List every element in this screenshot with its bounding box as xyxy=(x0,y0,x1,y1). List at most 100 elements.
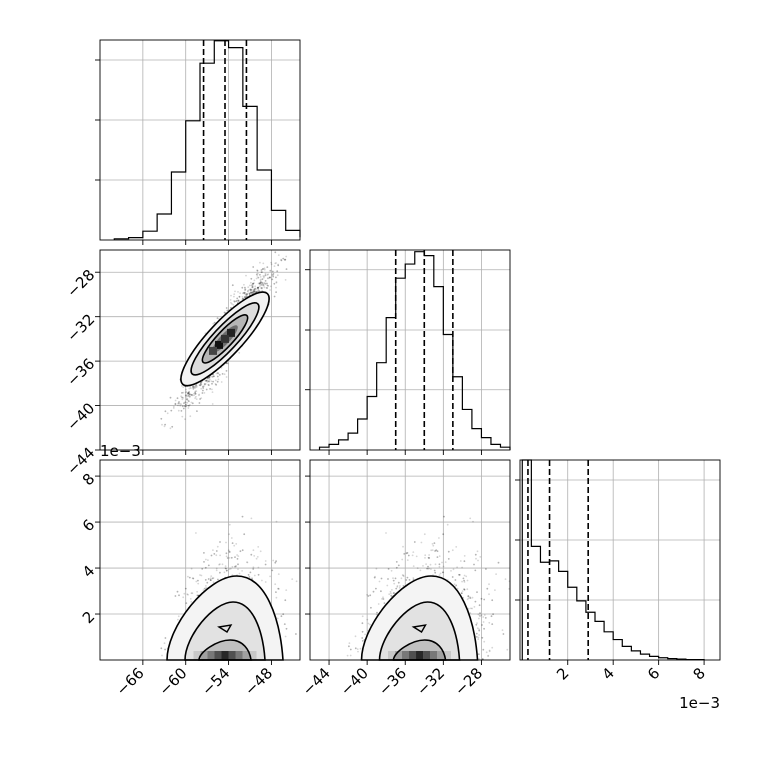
p2-vs-p1-point xyxy=(259,279,262,282)
p3-vs-p1-point xyxy=(251,577,253,580)
p3-vs-p1-point xyxy=(228,550,231,553)
p2-vs-p1-point xyxy=(226,362,229,364)
p2-vs-p1-point xyxy=(241,298,244,300)
p3-vs-p1-point xyxy=(238,572,241,575)
p3-vs-p1-point xyxy=(191,592,194,595)
p3-vs-p1-point xyxy=(217,578,219,581)
p2-vs-p1-point xyxy=(275,291,277,293)
p2-vs-p1-point xyxy=(251,284,254,286)
p2-vs-p1-point xyxy=(193,392,195,395)
p2-vs-p1-point xyxy=(199,382,202,385)
p2-vs-p1-point xyxy=(284,258,287,261)
p2-vs-p1-point xyxy=(270,263,273,266)
p2-vs-p1-point xyxy=(255,273,258,276)
p3-vs-p1-point xyxy=(212,581,215,584)
p2-vs-p1-point xyxy=(262,284,264,286)
p2-vs-p1-point xyxy=(231,303,233,305)
p2-vs-p1-point xyxy=(180,385,183,387)
p2-vs-p1-point xyxy=(260,281,263,284)
p2-vs-p1-point xyxy=(220,381,223,383)
p3-vs-p1-point xyxy=(178,594,180,597)
p2-vs-p1-point xyxy=(201,392,204,394)
p2-vs-p1-point xyxy=(208,377,211,380)
p2-vs-p1-point xyxy=(193,394,195,397)
p2-vs-p1-point xyxy=(263,275,266,278)
p3-vs-p1-point xyxy=(225,541,227,544)
p2-vs-p1-point xyxy=(252,282,254,285)
p3-vs-p1-point xyxy=(184,587,187,590)
p2-vs-p1-point xyxy=(181,405,184,408)
p2-vs-p1-point xyxy=(212,380,215,383)
p2-vs-p1-point xyxy=(253,289,256,292)
p3-vs-p1-point xyxy=(269,575,271,578)
p2-vs-p1-point xyxy=(186,397,189,400)
p3-vs-p1-point xyxy=(215,554,218,557)
p2-vs-p1-point xyxy=(212,380,215,383)
p2-vs-p1-point xyxy=(202,385,204,388)
p3-vs-p1-point xyxy=(275,591,277,593)
p2-vs-p1-point xyxy=(249,288,252,291)
p2-vs-p1-point xyxy=(250,277,253,280)
p2-vs-p1-point xyxy=(253,282,255,284)
p3-vs-p1-point xyxy=(228,523,231,526)
p3-vs-p1-point xyxy=(291,578,294,580)
p3-vs-p1-point xyxy=(185,602,188,604)
p2-vs-p1-point xyxy=(186,401,189,404)
p2-vs-p1-point xyxy=(207,380,210,383)
p2-vs-p1-point xyxy=(212,375,215,378)
p3-vs-p1-point xyxy=(277,587,280,590)
p2-vs-p1-point xyxy=(199,384,201,387)
p3-vs-p1-point xyxy=(259,550,262,553)
p2-vs-p1-point xyxy=(187,395,189,398)
p2-vs-p1-point xyxy=(205,379,208,382)
p2-vs-p1-point xyxy=(255,291,257,293)
p2-vs-p1-point xyxy=(264,274,267,277)
p3-vs-p1-point xyxy=(177,615,180,618)
p2-vs-p1-point xyxy=(238,296,241,298)
p2-vs-p1-point xyxy=(280,259,283,262)
p2-vs-p1-point xyxy=(250,288,252,291)
p2-vs-p1-point xyxy=(198,394,200,397)
p2-vs-p1-point xyxy=(250,291,253,294)
p3-vs-p1-point xyxy=(215,567,218,570)
p2-vs-p1-point xyxy=(199,384,202,387)
p3-vs-p1-point xyxy=(295,633,297,635)
p3-vs-p1-point xyxy=(210,575,213,577)
p2-vs-p1-point xyxy=(257,276,260,279)
p2-vs-p1-point xyxy=(185,403,187,406)
p2-vs-p1-point xyxy=(200,387,203,390)
p2-vs-p1-point xyxy=(259,281,262,284)
p2-vs-p1-point xyxy=(182,407,185,410)
p2-vs-p1-point xyxy=(264,282,267,285)
p2-vs-p1-point xyxy=(262,276,265,279)
p3-vs-p1-point xyxy=(229,567,232,570)
p2-vs-p1-point xyxy=(264,274,267,277)
p2-vs-p1-point xyxy=(256,275,259,277)
p2-vs-p1-point xyxy=(241,286,244,289)
p2-vs-p1-point xyxy=(285,268,288,270)
p2-vs-p1-point xyxy=(253,290,256,293)
p2-vs-p1-point xyxy=(214,379,217,382)
p2-vs-p1-point xyxy=(255,290,258,293)
p2-vs-p1-point xyxy=(280,259,283,262)
p2-vs-p1-point xyxy=(272,275,275,278)
p3-vs-p1-point xyxy=(207,564,210,567)
p2-vs-p1-point xyxy=(259,273,261,276)
p3-vs-p1-point xyxy=(199,574,201,576)
p2-vs-p1-point xyxy=(246,290,249,292)
p2-vs-p1-point xyxy=(262,283,265,286)
p2-vs-p1-point xyxy=(246,293,249,296)
p2-vs-p1-point xyxy=(190,393,193,396)
p2-vs-p1-point xyxy=(254,287,257,290)
p2-vs-p1-point xyxy=(203,385,205,387)
p2-vs-p1-point xyxy=(242,297,245,300)
p2-vs-p1-point xyxy=(272,275,274,278)
p2-vs-p1-point xyxy=(261,286,263,289)
p2-vs-p1-point xyxy=(182,407,185,410)
p2-vs-p1-point xyxy=(187,400,190,403)
p2-vs-p1-point xyxy=(252,290,255,293)
p2-vs-p1-point xyxy=(183,405,186,408)
p2-vs-p1-point xyxy=(200,397,203,399)
p2-vs-p1-point xyxy=(196,385,198,388)
p3-vs-p1-point xyxy=(206,581,209,584)
